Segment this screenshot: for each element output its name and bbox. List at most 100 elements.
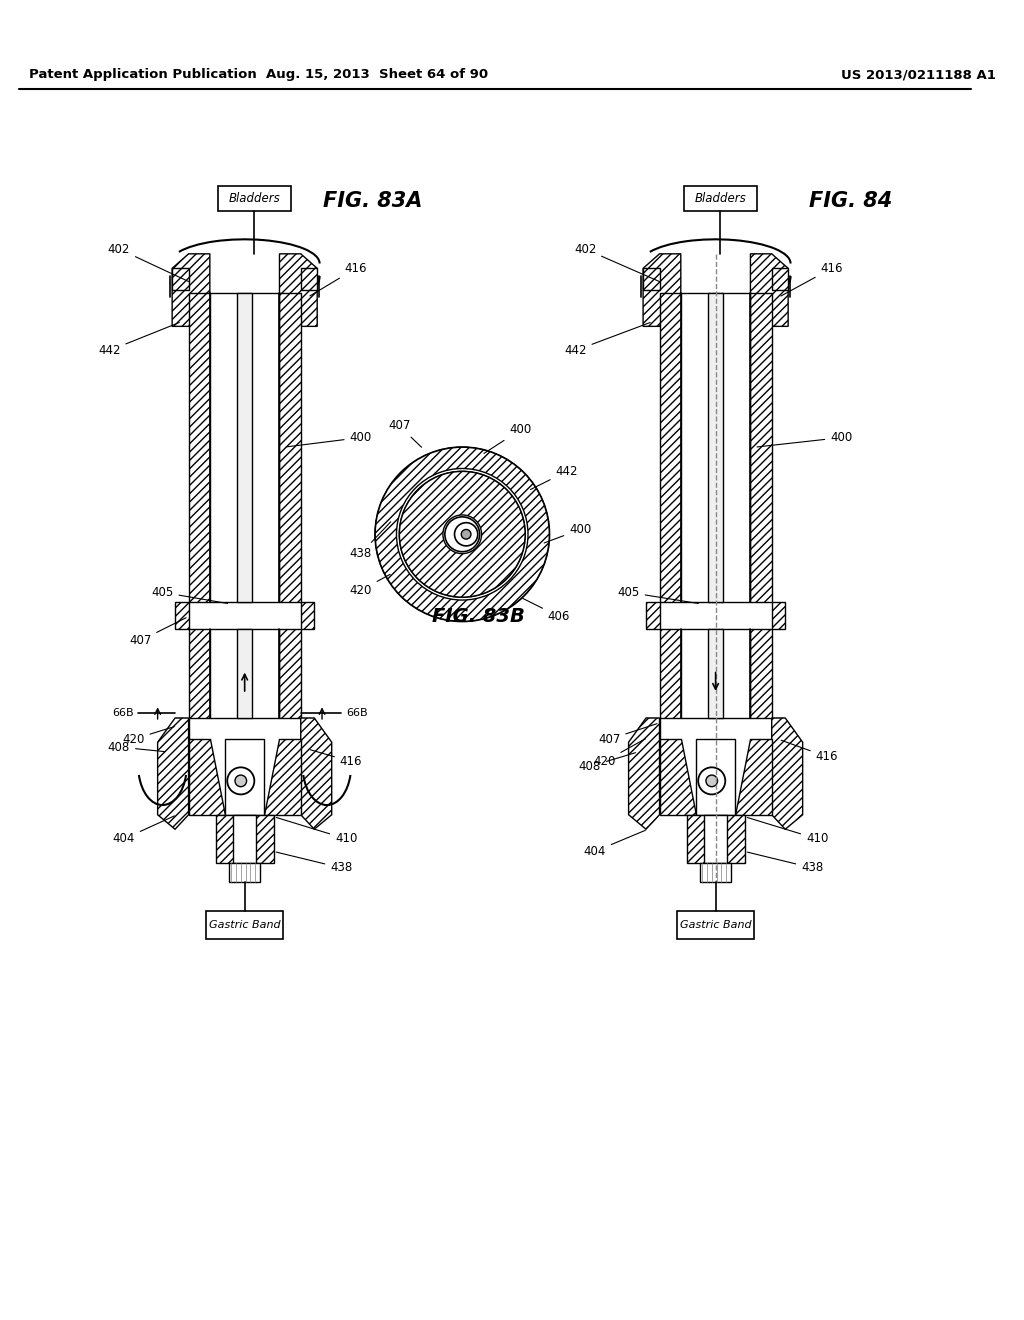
Polygon shape (643, 253, 681, 326)
Text: 420: 420 (593, 739, 645, 768)
Circle shape (444, 517, 479, 552)
Circle shape (375, 447, 549, 622)
Bar (677, 911, 755, 939)
Circle shape (698, 767, 725, 795)
Bar (175, 718, 188, 739)
Bar (217, 186, 291, 211)
Polygon shape (629, 718, 659, 829)
Bar (751, 293, 772, 602)
Circle shape (455, 523, 478, 546)
Text: FIG. 83B: FIG. 83B (432, 607, 525, 626)
Text: Patent Application Publication: Patent Application Publication (29, 69, 257, 82)
Bar (210, 293, 280, 602)
Bar (708, 630, 723, 718)
Bar (705, 814, 727, 863)
Bar (643, 268, 659, 289)
Polygon shape (751, 253, 788, 326)
Bar (681, 293, 751, 602)
Text: 438: 438 (349, 521, 391, 560)
Bar (233, 814, 256, 863)
Bar (751, 630, 772, 718)
Text: 416: 416 (781, 261, 843, 296)
Bar (301, 718, 314, 739)
Text: FIG. 83A: FIG. 83A (323, 190, 422, 211)
Text: Gastric Band: Gastric Band (209, 920, 281, 931)
Bar (687, 814, 744, 863)
Text: FIG. 84: FIG. 84 (809, 190, 893, 211)
Polygon shape (188, 739, 225, 814)
Circle shape (227, 767, 254, 795)
Text: 442: 442 (530, 465, 578, 490)
Text: 400: 400 (286, 432, 372, 447)
Bar (188, 293, 210, 602)
Text: 400: 400 (484, 424, 531, 454)
Text: Bladders: Bladders (228, 193, 281, 205)
Bar (229, 863, 260, 883)
Bar (659, 293, 681, 602)
Text: 442: 442 (98, 322, 179, 356)
Text: 416: 416 (310, 750, 362, 768)
Bar (696, 739, 735, 814)
Bar (681, 630, 751, 718)
Text: 404: 404 (584, 830, 645, 858)
Text: 405: 405 (152, 586, 227, 603)
Text: 410: 410 (748, 817, 828, 845)
Bar (700, 863, 731, 883)
Text: 420: 420 (349, 574, 390, 597)
Polygon shape (280, 253, 317, 326)
Text: Gastric Band: Gastric Band (680, 920, 752, 931)
Text: 420: 420 (122, 726, 174, 746)
Text: Aug. 15, 2013  Sheet 64 of 90: Aug. 15, 2013 Sheet 64 of 90 (266, 69, 488, 82)
Polygon shape (735, 739, 772, 814)
Bar (188, 630, 210, 718)
Bar (301, 268, 317, 289)
Polygon shape (158, 718, 188, 829)
Bar (646, 602, 659, 630)
Bar (206, 911, 284, 939)
Bar (172, 268, 188, 289)
Circle shape (399, 471, 525, 597)
Text: 408: 408 (579, 752, 636, 774)
Circle shape (706, 775, 718, 787)
Text: 408: 408 (108, 741, 165, 754)
Polygon shape (264, 739, 301, 814)
Bar (237, 293, 252, 602)
Text: 407: 407 (388, 420, 422, 447)
Wedge shape (375, 447, 549, 622)
Bar (708, 293, 723, 602)
Wedge shape (399, 471, 525, 597)
Polygon shape (172, 253, 210, 326)
Text: 66B: 66B (112, 709, 133, 718)
Text: 400: 400 (544, 523, 591, 543)
Text: 400: 400 (757, 432, 852, 447)
Bar (646, 718, 659, 739)
Bar (280, 293, 301, 602)
Bar (280, 630, 301, 718)
Text: 66B: 66B (346, 709, 368, 718)
Bar (210, 630, 280, 718)
Bar (772, 602, 785, 630)
Text: 402: 402 (573, 243, 659, 281)
Text: 416: 416 (781, 741, 838, 763)
Polygon shape (301, 718, 332, 829)
Text: 416: 416 (310, 261, 368, 296)
Text: 410: 410 (276, 817, 357, 845)
Polygon shape (772, 718, 803, 829)
Polygon shape (659, 739, 696, 814)
Bar (216, 814, 273, 863)
Bar (659, 630, 681, 718)
Circle shape (234, 775, 247, 787)
Text: 438: 438 (748, 853, 823, 874)
Text: 405: 405 (617, 586, 698, 603)
Text: 406: 406 (523, 598, 570, 623)
Text: 407: 407 (598, 723, 656, 746)
Text: 404: 404 (113, 816, 174, 845)
Bar (772, 718, 785, 739)
Text: 407: 407 (129, 618, 186, 647)
Text: Bladders: Bladders (694, 193, 746, 205)
Text: US 2013/0211188 A1: US 2013/0211188 A1 (842, 69, 996, 82)
Text: 438: 438 (276, 853, 352, 874)
Bar (237, 630, 252, 718)
Text: 442: 442 (564, 322, 650, 356)
Circle shape (461, 529, 471, 539)
